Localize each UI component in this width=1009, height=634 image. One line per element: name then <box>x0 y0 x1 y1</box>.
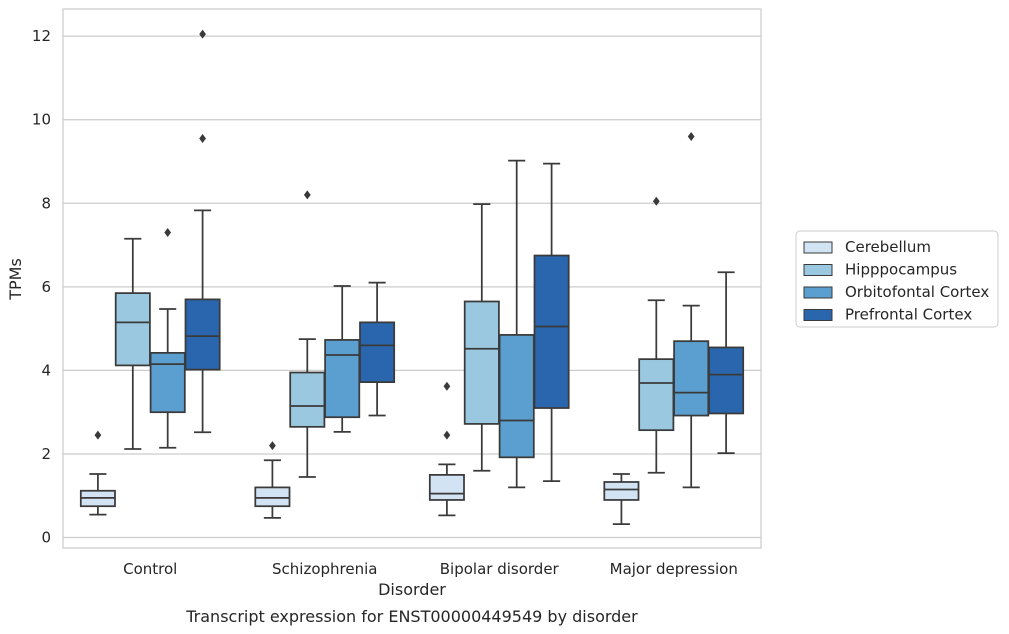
legend-label: Orbitofontal Cortex <box>845 283 989 301</box>
box-0-1 <box>254 441 291 519</box>
box-2-2 <box>498 159 535 489</box>
box-iqr <box>638 358 675 432</box>
outlier-point <box>443 381 451 391</box>
legend-label: Prefrontal Cortex <box>845 306 972 324</box>
box-3-0 <box>184 29 221 434</box>
box-0-3 <box>603 473 640 526</box>
box-iqr <box>603 481 640 501</box>
outlier-point <box>199 29 206 39</box>
box-iqr <box>428 474 465 501</box>
legend-swatch <box>803 241 833 254</box>
plot-frame <box>62 8 762 549</box>
box-iqr <box>254 486 291 508</box>
box-1-1 <box>289 190 326 478</box>
outlier-point <box>443 430 451 440</box>
outlier-point <box>199 134 206 144</box>
x-axis-label: Disorder <box>378 580 446 599</box>
box-3-1 <box>359 281 396 417</box>
box-2-0 <box>149 228 186 449</box>
y-tick-label: 12 <box>32 27 51 45</box>
y-tick-label: 2 <box>41 445 51 463</box>
y-tick-label: 8 <box>41 194 51 212</box>
box-1-0 <box>114 237 151 450</box>
box-3-3 <box>708 271 745 455</box>
x-axis-ticks: Control Schizophrenia Bipolar disorder Majo… <box>123 560 738 578</box>
y-axis-ticks: 0 2 4 6 8 10 12 <box>32 27 51 546</box>
legend-frame <box>795 230 999 328</box>
x-tick-label: Bipolar disorder <box>440 560 560 578</box>
box-iqr <box>708 346 745 415</box>
outlier-point <box>687 131 695 141</box>
outlier-point <box>303 190 311 200</box>
box-iqr <box>149 351 186 414</box>
legend-swatch <box>803 264 833 276</box>
x-tick-label: Control <box>123 560 177 578</box>
box-0-2 <box>428 381 465 517</box>
box-iqr <box>463 300 500 425</box>
outlier-point <box>94 430 102 440</box>
legend-swatch <box>803 286 833 299</box>
box-1-2 <box>463 203 500 472</box>
box-1-3 <box>638 196 675 474</box>
x-tick-label: Major depression <box>610 560 738 578</box>
box-3-2 <box>533 162 570 483</box>
legend-label: Hipppocampus <box>845 261 957 279</box>
box-plots <box>79 29 745 526</box>
y-tick-label: 10 <box>32 111 51 129</box>
x-tick-label: Schizophrenia <box>272 560 377 578</box>
box-iqr <box>324 339 361 419</box>
outlier-point <box>269 441 276 451</box>
box-iqr <box>114 292 151 367</box>
box-iqr <box>359 321 396 383</box>
y-tick-label: 4 <box>41 361 51 379</box>
box-2-1 <box>324 285 361 433</box>
legend: Cerebellum Hipppocampus Orbitofontal Corte… <box>795 230 999 328</box>
outlier-point <box>164 228 172 238</box>
box-iqr <box>533 254 570 409</box>
y-tick-label: 0 <box>41 529 51 547</box>
box-iqr <box>184 298 221 371</box>
legend-label: Cerebellum <box>845 238 931 256</box>
box-2-3 <box>673 131 710 489</box>
outlier-point <box>652 196 660 206</box>
chart-caption: Transcript expression for ENST0000044954… <box>185 607 638 626</box>
box-iqr <box>498 334 535 459</box>
box-iqr <box>673 340 710 417</box>
y-tick-label: 6 <box>41 278 51 296</box>
legend-swatch <box>803 309 833 321</box>
y-axis-label: TPMs <box>6 258 25 301</box>
box-iqr <box>289 371 326 428</box>
box-0-0 <box>79 430 116 516</box>
